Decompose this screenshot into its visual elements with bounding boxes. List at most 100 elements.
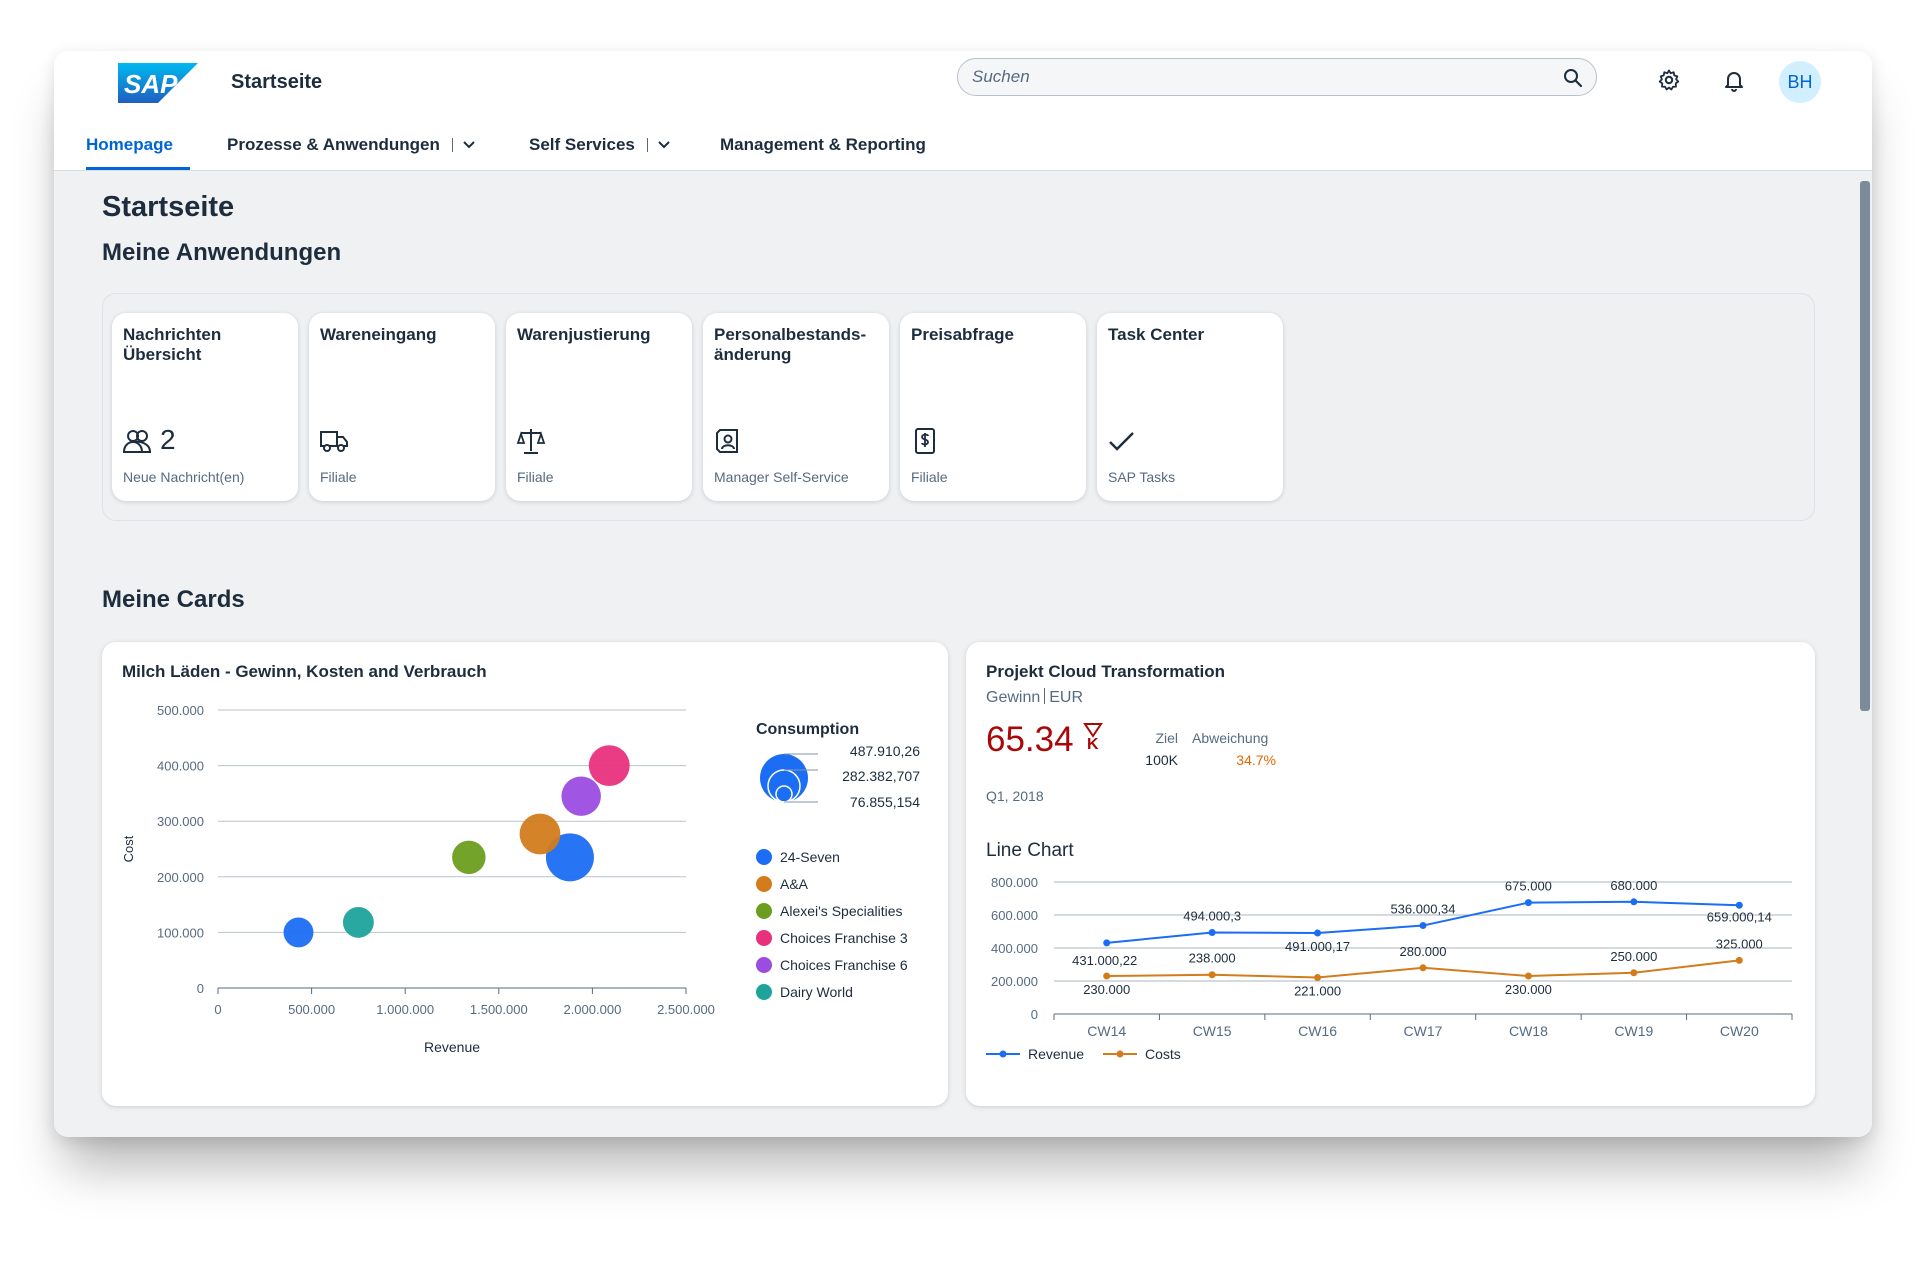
scrollbar[interactable] xyxy=(1860,181,1870,711)
data-label: 230.000 xyxy=(1083,982,1130,997)
series-point xyxy=(1208,971,1216,979)
data-label: 494.000,3 xyxy=(1183,908,1241,923)
y-tick-label: 800.000 xyxy=(991,875,1038,890)
size-legend-value: 487.910,26 xyxy=(850,743,920,759)
sap-logo[interactable]: SAP xyxy=(118,63,198,103)
series-point xyxy=(1735,956,1743,964)
legend-marker xyxy=(1116,1050,1124,1058)
data-label: 325.000 xyxy=(1716,936,1763,951)
size-legend-value: 282.382,707 xyxy=(842,768,920,784)
notifications-button[interactable] xyxy=(1719,65,1749,95)
legend-marker xyxy=(756,876,772,892)
tile-wareneingang[interactable]: Wareneingang Filiale xyxy=(309,313,495,501)
tile-nachrichten-uebersicht[interactable]: Nachrichten Übersicht 2 Neue Nachricht(e… xyxy=(112,313,298,501)
y-tick-label: 200.000 xyxy=(991,974,1038,989)
legend-marker xyxy=(756,849,772,865)
legend-marker xyxy=(756,957,772,973)
bubble-chart-card[interactable]: Milch Läden - Gewinn, Kosten and Verbrau… xyxy=(102,642,948,1106)
data-label: 536.000,34 xyxy=(1390,902,1455,917)
legend-label: Revenue xyxy=(1028,1046,1084,1062)
y-tick-label: 200.000 xyxy=(157,870,204,885)
legend-label: 24-Seven xyxy=(780,849,840,865)
x-tick-label: 2.000.000 xyxy=(563,1002,621,1017)
target-label: Ziel xyxy=(1155,730,1178,746)
series-point xyxy=(1630,898,1638,906)
x-tick-label: CW18 xyxy=(1509,1023,1548,1039)
sap-logo-text: SAP xyxy=(124,69,178,99)
size-legend-value: 76.855,154 xyxy=(850,794,920,810)
x-tick-label: CW14 xyxy=(1087,1023,1126,1039)
tile-personalbestandsaenderung[interactable]: Personalbestands- änderung Manager Self-… xyxy=(703,313,889,501)
bubble-point xyxy=(561,776,601,816)
line-chart-title: Line Chart xyxy=(986,840,1074,861)
legend-marker xyxy=(756,903,772,919)
nav-self-services[interactable]: Self Services xyxy=(529,135,672,155)
data-label: 680.000 xyxy=(1610,878,1657,893)
search-input[interactable] xyxy=(972,59,1532,95)
tile-title: Personalbestands- änderung xyxy=(714,325,867,364)
legend-label: Alexei's Specialities xyxy=(780,903,903,919)
app-title[interactable]: Startseite xyxy=(231,71,323,93)
nav-homepage[interactable]: Homepage xyxy=(86,135,173,155)
nav-prozesse-anwendungen[interactable]: Prozesse & Anwendungen xyxy=(227,135,477,155)
data-label: 659.000,14 xyxy=(1707,909,1772,924)
nav-separator xyxy=(646,138,648,152)
data-label: 491.000,17 xyxy=(1285,939,1350,954)
y-tick-label: 100.000 xyxy=(157,925,204,940)
kpi-indicator: K xyxy=(1083,720,1103,756)
settings-button[interactable] xyxy=(1654,65,1684,95)
kpi-line-chart-card[interactable]: Projekt Cloud Transformation Gewinn EUR 6… xyxy=(966,642,1815,1106)
top-navigation: Homepage Prozesse & Anwendungen Self Ser… xyxy=(54,121,1872,171)
bubble-point xyxy=(519,813,561,855)
bell-icon xyxy=(1725,72,1743,92)
shell-bar: SAP Startseite BH Homepage xyxy=(54,51,1872,171)
search-field[interactable] xyxy=(957,58,1597,96)
tile-preisabfrage[interactable]: Preisabfrage Filiale xyxy=(900,313,1086,501)
tile-task-center[interactable]: Task Center SAP Tasks xyxy=(1097,313,1283,501)
tile-title: Nachrichten Übersicht xyxy=(123,325,222,364)
y-tick-label: 500.000 xyxy=(157,703,204,718)
checkmark-icon xyxy=(1109,432,1134,451)
x-tick-label: 1.500.000 xyxy=(470,1002,528,1017)
series-point xyxy=(1314,974,1322,982)
x-tick-label: CW20 xyxy=(1720,1023,1759,1039)
price-icon xyxy=(915,428,935,454)
legend-marker xyxy=(756,984,772,1000)
legend-label: Choices Franchise 6 xyxy=(780,957,908,973)
truck-icon xyxy=(320,431,348,452)
x-tick-label: CW15 xyxy=(1193,1023,1232,1039)
app-window: SAP Startseite BH Homepage xyxy=(54,51,1872,1137)
kpi-subtitle-main: Gewinn xyxy=(986,689,1041,706)
tile-warenjustierung[interactable]: Warenjustierung Filiale xyxy=(506,313,692,501)
chevron-down-icon[interactable] xyxy=(656,137,672,153)
x-tick-label: CW17 xyxy=(1404,1023,1443,1039)
nav-self-services-label: Self Services xyxy=(529,135,635,154)
data-label: 250.000 xyxy=(1610,949,1657,964)
y-axis-title: Cost xyxy=(121,835,136,862)
series-point xyxy=(1208,928,1216,936)
bubble-point xyxy=(545,833,594,882)
nav-management-reporting[interactable]: Management & Reporting xyxy=(720,135,926,155)
chevron-down-icon[interactable] xyxy=(461,137,477,153)
search-icon[interactable] xyxy=(1562,67,1584,89)
bubble-point xyxy=(283,917,314,948)
line-chart[interactable]: 0 200.000 400.000 600.000 800.000 CW14 CW15 CW1… xyxy=(966,642,1815,1106)
kpi-period: Q1, 2018 xyxy=(986,788,1044,804)
bubble-chart[interactable]: 0 100.000 200.000 300.000 400.000 500.000 0 500… xyxy=(102,642,948,1106)
page-content: Startseite Meine Anwendungen Nachrichten… xyxy=(54,171,1872,1137)
section-title-apps: Meine Anwendungen xyxy=(102,239,342,266)
nav-prozesse-label: Prozesse & Anwendungen xyxy=(227,135,440,154)
data-label: 431.000,22 xyxy=(1072,953,1137,968)
bubble-point xyxy=(588,745,630,787)
tile-title: Warenjustierung xyxy=(517,325,651,344)
legend-label: Costs xyxy=(1145,1046,1181,1062)
legend-label: A&A xyxy=(780,876,809,892)
tile-title: Wareneingang xyxy=(320,325,437,344)
series-point xyxy=(1419,964,1427,972)
kpi-scale: K xyxy=(1087,736,1099,753)
size-legend-large xyxy=(760,754,808,802)
people-icon xyxy=(122,430,152,453)
section-title-cards: Meine Cards xyxy=(102,586,245,613)
series-point xyxy=(1103,939,1111,947)
user-avatar[interactable]: BH xyxy=(1779,61,1821,103)
